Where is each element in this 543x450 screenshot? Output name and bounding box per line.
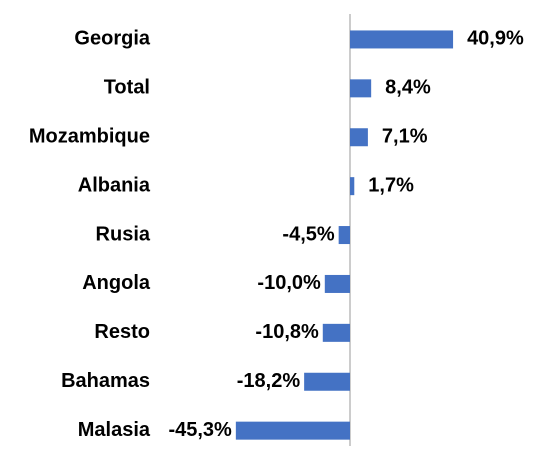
data-label: 7,1% [382, 126, 428, 148]
category-label: Georgia [74, 28, 150, 50]
category-label: Malasia [78, 419, 151, 441]
data-label: 8,4% [385, 77, 431, 99]
category-label: Bahamas [61, 370, 150, 392]
data-label: -10,8% [255, 321, 319, 343]
category-label: Resto [94, 321, 150, 343]
data-label: -10,0% [257, 272, 321, 294]
bar [235, 421, 350, 440]
bar [324, 274, 350, 293]
data-label: -18,2% [237, 370, 301, 392]
bar [338, 226, 350, 245]
data-label: -4,5% [282, 223, 334, 245]
bar [350, 128, 368, 147]
category-label: Mozambique [29, 126, 150, 148]
category-label: Total [104, 77, 150, 99]
bar [304, 372, 350, 391]
category-label: Angola [82, 272, 151, 294]
bar [350, 79, 372, 98]
category-label: Rusia [96, 223, 151, 245]
category-label: Albania [78, 174, 151, 196]
data-label: -45,3% [168, 419, 232, 441]
data-label: 1,7% [368, 174, 414, 196]
bar [350, 30, 454, 49]
bar [322, 323, 350, 342]
data-label: 40,9% [467, 28, 524, 50]
bar [350, 177, 355, 196]
